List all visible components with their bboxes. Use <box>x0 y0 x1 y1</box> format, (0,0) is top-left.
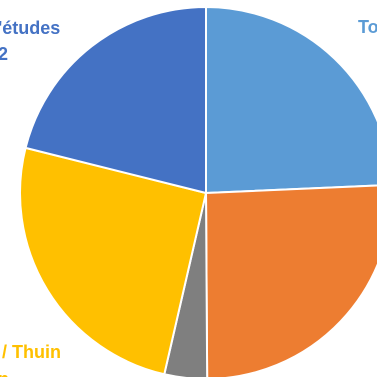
slice-label-4: / Thuin <box>2 342 61 362</box>
pie-slices <box>19 5 377 377</box>
pie-slice-1 <box>205 5 377 195</box>
pie-slice-5 <box>24 5 207 195</box>
extra-label-1: 2 <box>0 44 8 64</box>
slice-label-1: To <box>358 17 377 37</box>
slice-label-5: 'études <box>0 18 60 38</box>
pie-slice-2 <box>204 184 377 377</box>
pie-labels: To / Thuin 'études 2 n <box>0 17 377 377</box>
extra-label-2: n <box>0 369 9 377</box>
pie-slice-4 <box>19 146 208 376</box>
